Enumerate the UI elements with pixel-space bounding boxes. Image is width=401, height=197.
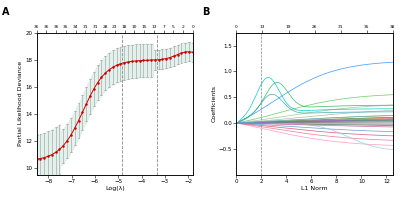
Text: A: A bbox=[2, 7, 10, 17]
X-axis label: L1 Norm: L1 Norm bbox=[301, 186, 328, 191]
X-axis label: Log(λ): Log(λ) bbox=[105, 186, 125, 191]
Y-axis label: Coefficients: Coefficients bbox=[211, 85, 216, 122]
Text: B: B bbox=[202, 7, 209, 17]
Y-axis label: Partial Likelihood Deviance: Partial Likelihood Deviance bbox=[18, 61, 23, 146]
